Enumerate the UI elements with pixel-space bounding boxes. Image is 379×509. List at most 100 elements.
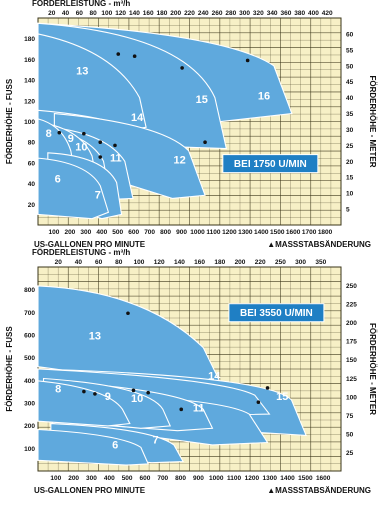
top-axis-label: FÖRDERLEISTUNG - m³/h xyxy=(32,248,130,257)
pump-region-label-10: 10 xyxy=(131,393,143,405)
top-axis-tick: 40 xyxy=(62,10,70,17)
top-axis-tick: 200 xyxy=(235,259,246,266)
left-axis-tick: 800 xyxy=(24,287,35,294)
top-axis-tick: 350 xyxy=(315,259,326,266)
speed-badge xyxy=(228,303,325,323)
pump-region-6 xyxy=(37,428,150,466)
bottom-axis-tick: 300 xyxy=(80,229,91,236)
top-axis-tick: 250 xyxy=(275,259,286,266)
top-axis-tick: 40 xyxy=(75,259,83,266)
bottom-axis-tick: 400 xyxy=(96,229,107,236)
chart-1 xyxy=(37,17,342,226)
top-axis-tick: 220 xyxy=(255,259,266,266)
top-axis-tick: 120 xyxy=(154,259,165,266)
bottom-axis-tick: 1600 xyxy=(316,475,331,482)
right-axis-tick: 25 xyxy=(346,143,354,150)
efficiency-point xyxy=(93,392,97,396)
efficiency-point xyxy=(126,311,130,316)
top-axis-tick: 320 xyxy=(253,10,264,17)
pump-region-label-15: 15 xyxy=(196,94,208,106)
right-axis-tick: 50 xyxy=(346,431,354,438)
top-axis-tick: 120 xyxy=(115,10,126,17)
bottom-axis-tick: 700 xyxy=(157,475,168,482)
bottom-axis-tick: 500 xyxy=(122,475,133,482)
bottom-axis-tick: 1800 xyxy=(318,229,333,236)
efficiency-point xyxy=(98,140,103,144)
top-axis-tick: 340 xyxy=(267,10,278,17)
pump-region-label-13: 13 xyxy=(76,65,88,77)
pump-region-label-7: 7 xyxy=(152,435,158,447)
left-axis-tick: 100 xyxy=(24,446,35,453)
efficiency-point xyxy=(256,400,261,405)
bottom-axis-tick: 1300 xyxy=(238,229,253,236)
scale-change-note: ▲MASSSTABSÄNDERUNG xyxy=(267,486,371,495)
efficiency-point xyxy=(245,58,250,63)
speed-badge xyxy=(222,154,319,174)
bottom-axis-tick: 1100 xyxy=(206,229,220,236)
pump-region-label-11: 11 xyxy=(110,152,122,164)
bottom-axis-tick: 1400 xyxy=(280,475,295,482)
pump-region-label-14: 14 xyxy=(208,371,221,383)
left-axis-tick: 180 xyxy=(24,36,35,43)
efficiency-point xyxy=(203,140,207,144)
top-axis-tick: 280 xyxy=(225,10,236,17)
pump-region-6 xyxy=(37,157,110,220)
top-axis-tick: 300 xyxy=(239,10,250,17)
bottom-axis-tick: 1300 xyxy=(262,475,277,482)
left-axis-tick: 20 xyxy=(28,202,36,209)
right-axis-tick: 5 xyxy=(346,207,350,214)
pump-region-label-11: 11 xyxy=(193,403,205,415)
left-axis-tick: 60 xyxy=(28,160,36,167)
right-axis-tick: 55 xyxy=(346,47,354,54)
top-axis-label: FÖRDERLEISTUNG - m³/h xyxy=(32,0,130,8)
top-axis-tick: 420 xyxy=(322,10,333,17)
right-axis-tick: 60 xyxy=(346,31,354,38)
speed-label: BEI 1750 U/MIN xyxy=(234,159,307,170)
bottom-axis-tick: 1200 xyxy=(245,475,260,482)
bottom-axis-tick: 400 xyxy=(104,475,115,482)
pump-region-label-9: 9 xyxy=(105,391,111,403)
efficiency-point xyxy=(180,66,184,70)
right-axis-tick: 175 xyxy=(346,339,357,346)
efficiency-point xyxy=(98,155,103,159)
pump-region-label-12: 12 xyxy=(174,154,186,166)
efficiency-point xyxy=(146,390,150,395)
top-axis-tick: 360 xyxy=(280,10,291,17)
left-axis-tick: 140 xyxy=(24,78,35,85)
bottom-axis-tick: 600 xyxy=(140,475,151,482)
top-axis-tick: 160 xyxy=(143,10,154,17)
right-axis-tick: 15 xyxy=(346,175,354,182)
top-axis-tick: 100 xyxy=(134,259,145,266)
efficiency-point xyxy=(179,407,184,412)
bottom-axis-tick: 500 xyxy=(112,229,123,236)
bottom-axis-tick: 1500 xyxy=(270,229,285,236)
left-axis-tick: 500 xyxy=(24,355,35,362)
right-axis-tick: 125 xyxy=(346,376,357,383)
right-axis-label: FÖRDERHÖHE - METER xyxy=(368,76,377,168)
right-axis-tick: 75 xyxy=(346,413,354,420)
bottom-axis-tick: 200 xyxy=(68,475,79,482)
right-axis-tick: 30 xyxy=(346,127,354,134)
top-axis-tick: 300 xyxy=(295,259,306,266)
top-axis-tick: 60 xyxy=(76,10,84,17)
right-axis-tick: 45 xyxy=(346,79,354,86)
right-axis-tick: 225 xyxy=(346,302,357,309)
bottom-axis-tick: 800 xyxy=(175,475,186,482)
right-axis-tick: 250 xyxy=(346,283,357,290)
top-axis-tick: 80 xyxy=(89,10,97,17)
left-axis-tick: 100 xyxy=(24,119,35,126)
efficiency-point xyxy=(132,54,137,59)
top-axis-tick: 240 xyxy=(198,10,209,17)
top-axis-tick: 380 xyxy=(294,10,305,17)
pump-region-label-6: 6 xyxy=(112,439,118,451)
bottom-axis-tick: 700 xyxy=(144,229,155,236)
right-axis-label: FÖRDERHÖHE - METER xyxy=(368,323,377,415)
top-axis-tick: 60 xyxy=(95,259,103,266)
top-axis-tick: 180 xyxy=(214,259,225,266)
right-axis-tick: 10 xyxy=(346,191,354,198)
pump-region-label-8: 8 xyxy=(46,128,52,140)
bottom-axis-tick: 300 xyxy=(86,475,97,482)
pump-region-8 xyxy=(37,380,131,427)
bottom-axis-tick: 100 xyxy=(50,475,61,482)
pump-region-label-9: 9 xyxy=(68,133,74,145)
